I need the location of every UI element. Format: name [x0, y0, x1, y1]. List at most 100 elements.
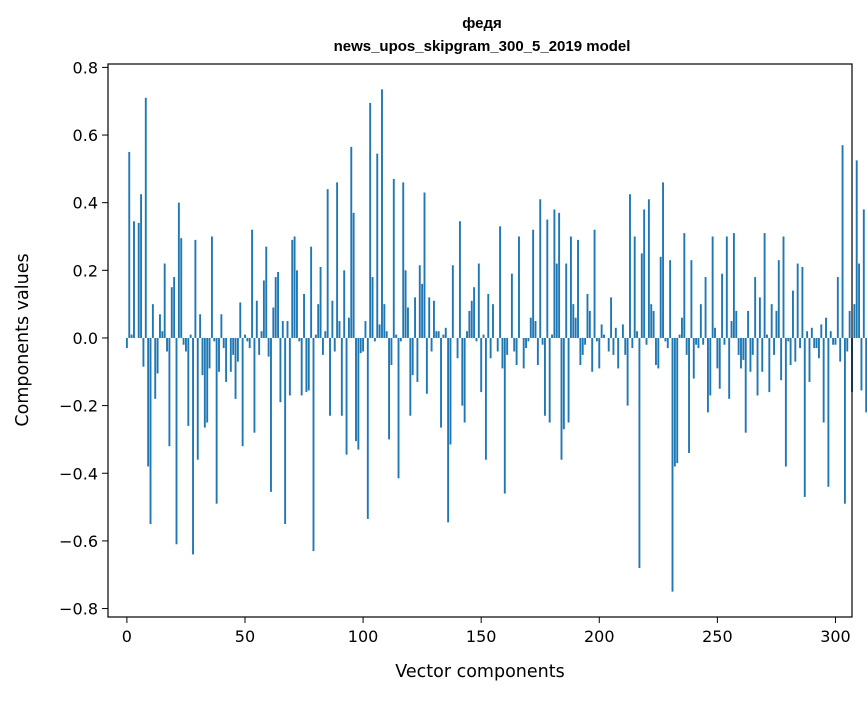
bar: [473, 287, 475, 338]
bar: [398, 338, 400, 478]
bar: [190, 335, 192, 338]
bar: [839, 338, 841, 362]
bar: [452, 265, 454, 338]
bar: [284, 338, 286, 524]
bar: [731, 321, 733, 338]
bar: [584, 338, 586, 345]
bar: [499, 226, 501, 338]
bar: [471, 301, 473, 338]
bar: [310, 247, 312, 338]
bar: [485, 338, 487, 460]
bar: [613, 338, 615, 355]
bar: [690, 260, 692, 338]
bar: [688, 338, 690, 453]
bar: [631, 338, 633, 348]
bar: [646, 338, 648, 345]
bar: [275, 277, 277, 338]
bar: [679, 335, 681, 338]
bar: [362, 338, 364, 352]
bar: [686, 338, 688, 355]
bar: [501, 338, 503, 368]
bar: [320, 267, 322, 338]
bar: [709, 338, 711, 395]
bar: [525, 338, 527, 348]
bar: [724, 338, 726, 345]
bar: [350, 147, 352, 338]
bar: [251, 230, 253, 338]
bar: [804, 338, 806, 497]
bar: [561, 338, 563, 460]
bar: [783, 236, 785, 337]
bar: [164, 264, 166, 338]
bar: [721, 274, 723, 338]
bar: [256, 301, 258, 338]
bar: [131, 335, 133, 338]
bar: [733, 233, 735, 338]
bar: [218, 338, 220, 372]
y-tick-label: 0.0: [73, 329, 98, 348]
bar: [466, 331, 468, 338]
bar: [513, 338, 515, 352]
bar: [261, 331, 263, 338]
bar: [183, 338, 185, 345]
bar: [766, 335, 768, 338]
bar: [506, 338, 508, 355]
bar: [360, 338, 362, 353]
bar: [268, 338, 270, 357]
bar: [844, 338, 846, 504]
bar: [544, 338, 546, 416]
bar: [565, 264, 567, 338]
bar: [317, 304, 319, 338]
bar: [749, 338, 751, 372]
bar: [726, 236, 728, 337]
bar: [853, 304, 855, 338]
bar: [518, 236, 520, 337]
bar: [405, 270, 407, 338]
bar: [435, 331, 437, 338]
bar: [277, 272, 279, 338]
bar: [598, 338, 600, 368]
bar: [827, 338, 829, 487]
bar: [305, 338, 307, 392]
bar: [220, 314, 222, 338]
bar: [421, 284, 423, 338]
bar: [641, 253, 643, 338]
bar: [376, 154, 378, 338]
bar: [811, 328, 813, 338]
bar: [272, 308, 274, 338]
bar: [414, 297, 416, 338]
bar: [738, 338, 740, 355]
bar: [664, 338, 666, 341]
bar: [313, 338, 315, 551]
bar: [579, 338, 581, 365]
bar: [192, 338, 194, 554]
bar: [700, 304, 702, 338]
bar: [145, 98, 147, 338]
bar: [402, 182, 404, 338]
bar: [527, 338, 529, 341]
bar: [551, 335, 553, 338]
bar: [279, 338, 281, 402]
bar: [206, 338, 208, 423]
bar: [849, 311, 851, 338]
y-tick-label: 0.2: [73, 261, 98, 280]
bar: [235, 338, 237, 399]
bar: [478, 264, 480, 338]
bar: [194, 240, 196, 338]
y-axis-label: Components values: [13, 253, 33, 426]
bar: [681, 318, 683, 338]
bar: [747, 311, 749, 338]
bar: [806, 331, 808, 338]
bar: [780, 338, 782, 380]
bar: [568, 338, 570, 423]
bar: [287, 321, 289, 338]
bar: [757, 338, 759, 395]
bar: [516, 338, 518, 365]
bar: [357, 338, 359, 450]
bar: [627, 338, 629, 406]
bar: [230, 338, 232, 372]
bar: [298, 338, 300, 341]
bar: [161, 331, 163, 338]
bar: [428, 297, 430, 338]
